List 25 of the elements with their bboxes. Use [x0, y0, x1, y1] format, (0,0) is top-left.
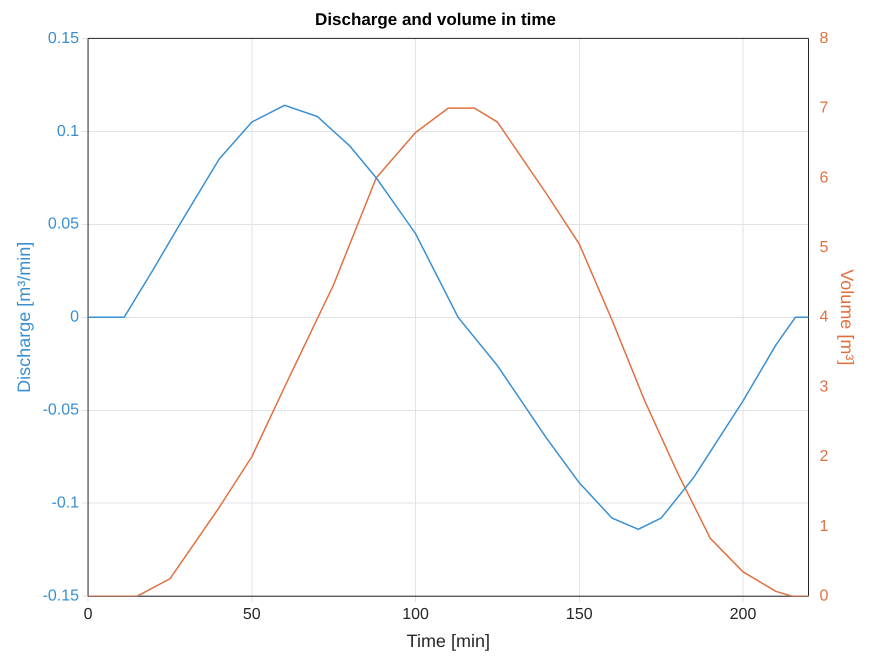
y-axis-title: Discharge [m³/min] [14, 242, 34, 393]
y-tick-label: 0.15 [48, 30, 80, 47]
y2-tick-label: 5 [820, 238, 828, 256]
chart-title: Discharge and volume in time [315, 10, 556, 29]
x-tick-label: 200 [730, 606, 756, 624]
x-tick-label: 100 [402, 606, 429, 624]
y-tick-label: 0.05 [48, 216, 80, 233]
x-axis-title: Time [min] [406, 631, 490, 652]
x-tick-label: 150 [566, 606, 593, 624]
y2-tick-label: 4 [820, 308, 828, 326]
y2-tick-label: 7 [820, 100, 828, 117]
y-tick-label: -0.1 [51, 494, 80, 512]
x-tick-label: 50 [242, 606, 261, 624]
y2-tick-label: 8 [820, 30, 828, 47]
y-tick-label: 0 [70, 308, 80, 326]
y2-tick-label: 3 [820, 378, 828, 396]
y-tick-label: 0.1 [56, 122, 80, 140]
x-tick-label: 0 [84, 606, 93, 624]
y-tick-label: -0.15 [42, 588, 80, 605]
y2-tick-label: 1 [820, 518, 828, 535]
y2-axis-title: Volume [m³] [837, 269, 858, 366]
y2-tick-label: 0 [820, 588, 828, 605]
y-tick-label: -0.05 [42, 402, 80, 419]
y2-tick-label: 2 [820, 448, 828, 466]
y2-tick-label: 6 [820, 169, 828, 186]
